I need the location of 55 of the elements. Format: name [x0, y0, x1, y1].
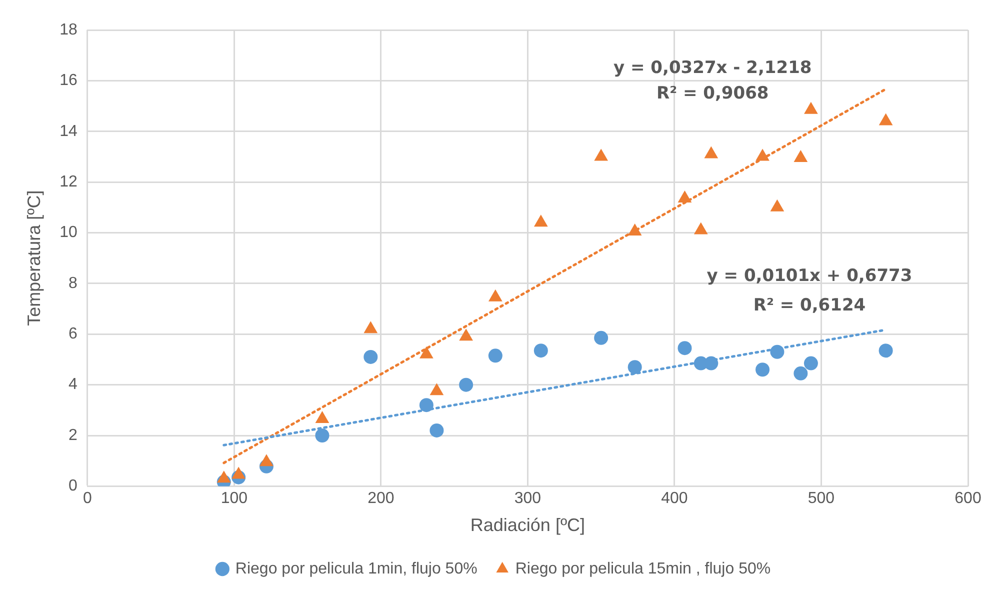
point [534, 344, 548, 358]
point [804, 356, 818, 370]
y-tick-label: 14 [60, 122, 78, 140]
point [628, 360, 642, 374]
x-tick-label: 300 [514, 490, 542, 508]
point [594, 148, 608, 161]
annotation: y = 0,0101x + 0,6773 [706, 266, 912, 286]
y-tick-label: 6 [68, 326, 78, 343]
point [756, 148, 770, 161]
point [628, 223, 642, 236]
x-tick-label: 500 [808, 490, 835, 508]
point [419, 398, 434, 412]
x-tick-label: 0 [82, 490, 92, 508]
y-tick-label: 2 [68, 426, 78, 444]
point [488, 289, 502, 302]
y-tick-label: 18 [60, 21, 78, 38]
point [678, 190, 692, 203]
y-tick-label: 16 [60, 72, 78, 90]
point [704, 146, 718, 158]
point [315, 428, 330, 443]
point [756, 362, 770, 377]
point [878, 113, 893, 126]
y-tick-label: 8 [68, 274, 78, 292]
annotation: R² = 0,9068 [656, 83, 769, 104]
x-tick-label: 600 [954, 490, 982, 508]
legend-label: Riego por pelicula 15min , flujo 50% [515, 560, 771, 578]
x-tick-label: 200 [368, 490, 394, 508]
y-tick-label: 12 [60, 173, 78, 190]
point [459, 328, 473, 341]
x-axis-title: Radiación [ºC] [470, 515, 586, 536]
point [704, 356, 718, 370]
point [804, 102, 818, 114]
point [694, 222, 708, 234]
y-tick-label: 10 [60, 224, 78, 242]
x-tick-label: 400 [661, 490, 688, 508]
point [794, 150, 808, 162]
x-tick-label: 100 [220, 490, 248, 508]
point [770, 344, 784, 359]
annotation: y = 0,0327x - 2,1218 [614, 58, 812, 78]
y-axis-title: Temperatura [ºC] [24, 190, 44, 326]
point [488, 348, 502, 363]
point [770, 199, 784, 212]
point [430, 423, 444, 438]
point [534, 214, 548, 227]
point [794, 366, 808, 380]
point [459, 378, 474, 392]
point [594, 330, 608, 345]
point [878, 344, 893, 358]
point [364, 321, 378, 334]
legend-label: Riego por pelicula 1min, flujo 50% [235, 560, 478, 578]
point [678, 341, 692, 356]
point [364, 350, 378, 364]
y-tick-label: 4 [68, 376, 78, 394]
y-tick-label: 0 [68, 478, 78, 495]
annotation: R² = 0,6124 [753, 295, 866, 316]
